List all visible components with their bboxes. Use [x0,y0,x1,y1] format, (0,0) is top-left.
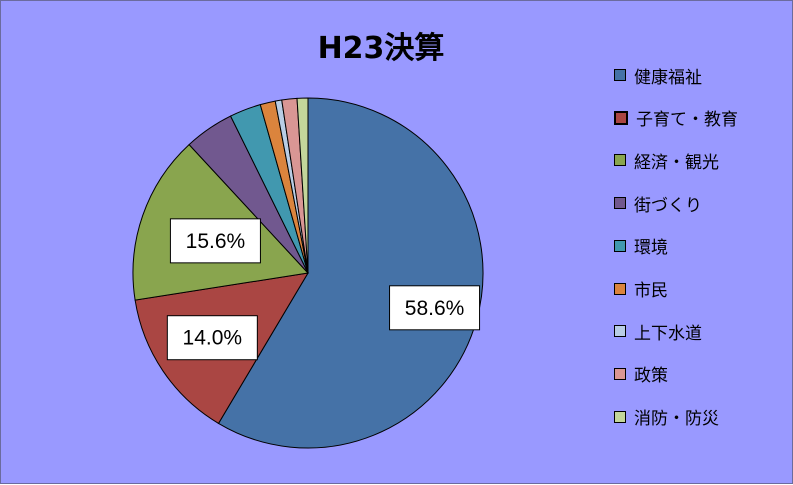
legend-item: 健康福祉 [614,63,702,87]
legend-swatch [614,368,626,380]
data-label-text: 15.6% [186,230,246,253]
legend-swatch [614,197,626,209]
legend-label: 環境 [634,233,668,258]
legend-item: 経済・観光 [614,148,719,172]
data-label-3: 15.6% [170,219,260,263]
legend-label: 街づくり [634,191,702,216]
legend-item: 消防・防災 [614,405,719,429]
data-label-text: 14.0% [183,327,243,350]
legend-swatch [614,240,626,252]
legend-label: 上下水道 [634,319,702,344]
legend-swatch [614,69,626,81]
legend-label: 子育て・教育 [636,105,738,130]
legend-label: 健康福祉 [634,63,702,88]
legend-item: 市民 [614,277,668,301]
data-label-2: 14.0% [167,316,257,360]
legend-label: 経済・観光 [634,148,719,173]
legend-item: 街づくり [614,191,702,215]
legend-label: 消防・防災 [634,404,719,429]
legend-label: 政策 [634,361,668,386]
legend-label: 市民 [634,276,668,301]
legend-item: 子育て・教育 [614,106,738,130]
legend-item: 上下水道 [614,319,702,343]
legend-swatch [614,111,628,125]
legend-swatch [614,325,626,337]
legend-swatch [614,411,626,423]
data-label-text: 58.6% [405,297,465,320]
data-label-1: 58.6% [390,286,480,330]
legend-item: 環境 [614,234,668,258]
legend-item: 政策 [614,362,668,386]
legend-swatch [614,154,626,166]
legend-swatch [614,283,626,295]
